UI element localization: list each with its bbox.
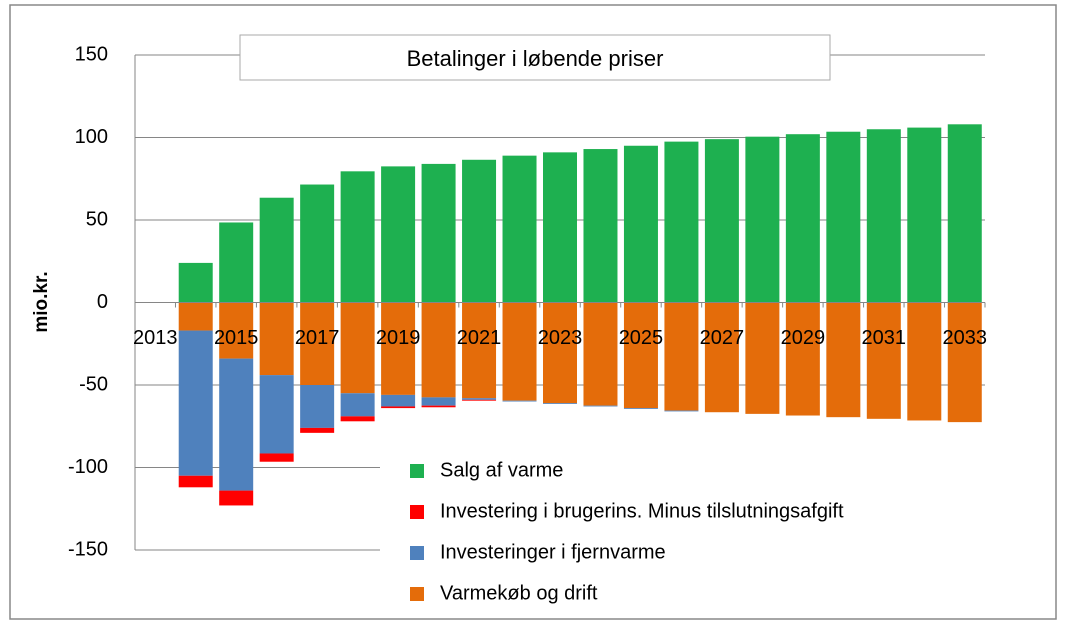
bar xyxy=(623,302,658,409)
bar xyxy=(502,400,537,402)
y-tick-label: 50 xyxy=(86,208,108,230)
bar xyxy=(866,129,901,303)
x-tick-label: 2029 xyxy=(781,327,826,349)
bar xyxy=(340,171,375,303)
y-tick-label: 100 xyxy=(75,126,108,148)
y-axis-label: mio.kr. xyxy=(31,271,52,332)
x-tick-label: 2023 xyxy=(538,327,583,349)
bar xyxy=(543,302,577,404)
bar xyxy=(340,393,375,417)
x-tick-label: 2021 xyxy=(457,327,502,349)
bar xyxy=(259,375,294,454)
bar xyxy=(421,302,456,398)
bar xyxy=(704,302,739,413)
bar xyxy=(785,134,820,303)
chart-title: Betalinger i løbende priser xyxy=(407,46,664,71)
bar xyxy=(583,302,618,406)
legend-swatch xyxy=(410,505,424,519)
bar xyxy=(462,159,497,303)
bar xyxy=(259,197,294,303)
bar xyxy=(381,394,416,407)
bar xyxy=(623,145,658,303)
bar xyxy=(907,127,942,303)
y-tick-label: -50 xyxy=(79,373,108,395)
bar xyxy=(219,302,254,359)
bar xyxy=(381,406,416,409)
x-tick-label: 2027 xyxy=(700,327,745,349)
bar xyxy=(866,302,901,419)
bar xyxy=(300,302,335,385)
legend-swatch xyxy=(410,587,424,601)
x-tick-label: 2015 xyxy=(214,327,259,349)
bar xyxy=(664,141,699,303)
legend-swatch xyxy=(410,464,424,478)
x-tick-label: 2019 xyxy=(376,327,421,349)
bar xyxy=(502,302,537,401)
title-box xyxy=(239,34,831,81)
bar xyxy=(219,222,254,303)
legend-box xyxy=(380,450,985,608)
bar xyxy=(381,166,416,303)
bar xyxy=(259,453,294,462)
legend-label: Salg af varme xyxy=(440,459,563,481)
legend-label: Investering i brugerins. Minus tilslutni… xyxy=(440,500,844,522)
bar xyxy=(462,399,497,401)
bar xyxy=(178,262,213,303)
x-tick-label: 2033 xyxy=(943,327,988,349)
x-tick-label: 2025 xyxy=(619,327,664,349)
legend-label: Investeringer i fjernvarme xyxy=(440,541,666,563)
bar xyxy=(178,302,213,331)
bar xyxy=(178,475,213,488)
bar xyxy=(947,124,982,303)
bar xyxy=(826,131,861,303)
bar xyxy=(543,152,577,303)
bar xyxy=(745,302,780,414)
bar xyxy=(381,302,416,395)
bar xyxy=(300,427,335,433)
legend-swatch xyxy=(410,546,424,560)
bar xyxy=(300,184,335,303)
y-tick-label: -100 xyxy=(68,456,108,478)
bar xyxy=(583,149,618,303)
bar xyxy=(219,490,254,506)
bar xyxy=(421,405,456,408)
bar xyxy=(907,302,942,421)
legend-label: Varmekøb og drift xyxy=(440,582,598,604)
y-tick-label: 150 xyxy=(75,43,108,65)
bar xyxy=(543,403,577,404)
x-tick-label: 2031 xyxy=(862,327,907,349)
y-tick-label: 0 xyxy=(97,291,108,313)
bar xyxy=(219,358,254,491)
bar xyxy=(340,302,375,394)
bar xyxy=(502,155,537,303)
x-tick-label: 2017 xyxy=(295,327,340,349)
bar xyxy=(623,408,658,409)
bar xyxy=(421,163,456,303)
x-tick-label: 2013 xyxy=(133,327,178,349)
bar xyxy=(462,302,497,399)
bar xyxy=(583,405,618,407)
bar xyxy=(947,302,982,423)
bar xyxy=(259,302,294,376)
bar xyxy=(462,398,497,400)
bar xyxy=(664,410,699,412)
bar xyxy=(745,136,780,303)
y-tick-label: -150 xyxy=(68,538,108,560)
bar xyxy=(340,416,375,422)
bar xyxy=(664,302,699,411)
bar xyxy=(826,302,861,418)
bar xyxy=(704,139,739,303)
bar xyxy=(421,397,456,406)
bar xyxy=(300,385,335,428)
plot-area: -150 -100 -50 0 50 100 150 2013 2015 2017 2019 2021… xyxy=(68,43,987,560)
bar xyxy=(785,302,820,416)
bar xyxy=(178,330,213,476)
